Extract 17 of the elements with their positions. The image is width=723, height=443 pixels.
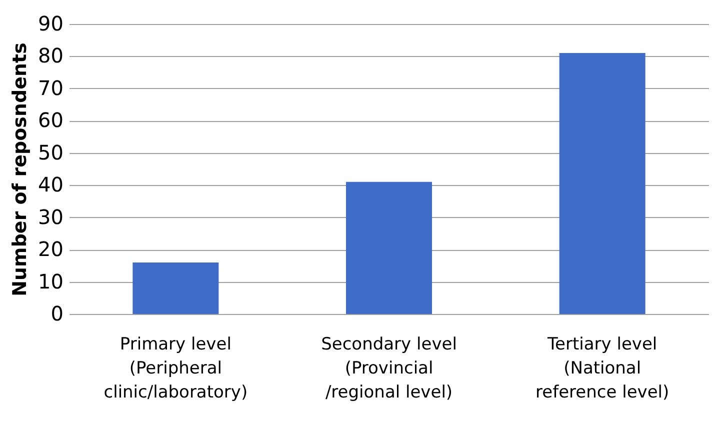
- y-tick-label: 50: [38, 140, 64, 164]
- x-tick-label: Primary level (Peripheral clinic/laboratory): [104, 334, 248, 402]
- y-axis-title: Number of reposndents: [9, 42, 32, 296]
- y-tick-label: 60: [38, 108, 64, 132]
- y-tick-label: 20: [38, 237, 64, 262]
- bar: [346, 182, 432, 314]
- y-tick-label: 80: [38, 44, 64, 68]
- y-tick-label: 40: [38, 172, 64, 197]
- x-tick-label: Tertiary level (National reference level): [536, 334, 670, 402]
- y-tick-label: 90: [38, 12, 64, 36]
- x-tick-label: Secondary level (Provincial /regional level): [321, 334, 457, 402]
- bar: [559, 53, 646, 314]
- y-tick-label: 0: [50, 302, 64, 326]
- bar: [132, 262, 219, 314]
- y-tick-label: 30: [38, 204, 64, 229]
- y-tick-label: 70: [38, 76, 64, 100]
- y-tick-label: 10: [38, 269, 64, 294]
